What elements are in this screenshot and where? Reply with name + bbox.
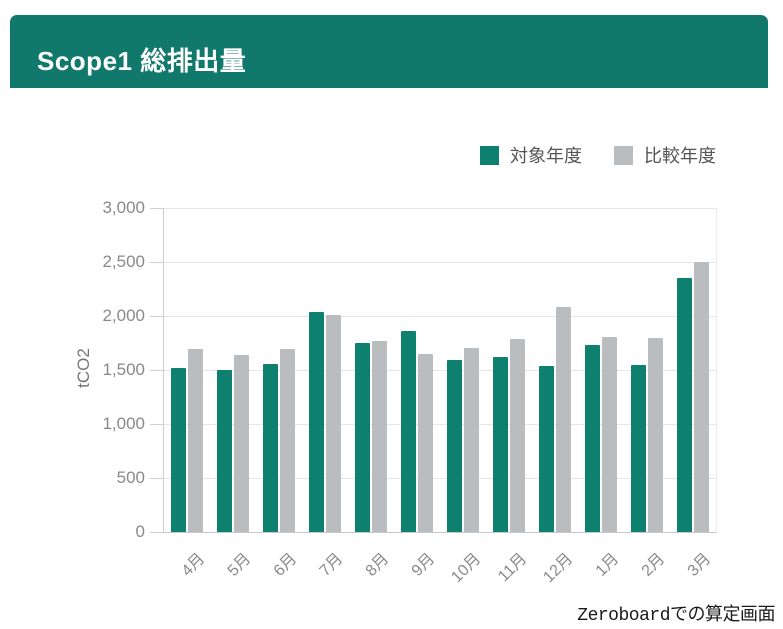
bar-対象年度-6月[interactable] xyxy=(263,363,278,532)
gridline-1500 xyxy=(164,370,716,371)
bar-比較年度-6月[interactable] xyxy=(280,349,295,532)
y-tick-1000 xyxy=(150,424,163,425)
section-header: Scope1 総排出量 xyxy=(10,15,768,88)
bar-比較年度-4月[interactable] xyxy=(188,349,203,532)
gridline-2500 xyxy=(164,262,716,263)
caption: Zeroboardでの算定画面 xyxy=(577,606,775,626)
chart-legend: 対象年度 比較年度 xyxy=(0,142,716,168)
bar-対象年度-10月[interactable] xyxy=(447,360,462,532)
y-tick-label-2000: 2,000 xyxy=(102,306,145,325)
bar-比較年度-8月[interactable] xyxy=(372,340,387,532)
bar-比較年度-9月[interactable] xyxy=(418,353,433,532)
y-tick-2500 xyxy=(150,262,163,263)
y-tick-label-0: 0 xyxy=(135,522,145,541)
bar-比較年度-5月[interactable] xyxy=(234,354,249,532)
y-tick-label-1000: 1,000 xyxy=(102,414,145,433)
gridline-1000 xyxy=(164,424,716,425)
bar-対象年度-9月[interactable] xyxy=(401,331,416,532)
bar-対象年度-1月[interactable] xyxy=(585,345,600,532)
y-tick-2000 xyxy=(150,316,163,317)
y-tick-label-2500: 2,500 xyxy=(102,252,145,271)
bar-比較年度-3月[interactable] xyxy=(694,262,709,532)
plot-area xyxy=(163,208,717,533)
gridline-2000 xyxy=(164,316,716,317)
y-tick-1500 xyxy=(150,370,163,371)
y-tick-label-500: 500 xyxy=(116,468,145,487)
bar-対象年度-2月[interactable] xyxy=(631,364,646,532)
bar-対象年度-4月[interactable] xyxy=(171,367,186,532)
legend-swatch-comparison-year xyxy=(614,145,633,165)
bar-比較年度-11月[interactable] xyxy=(510,338,525,532)
bar-比較年度-7月[interactable] xyxy=(326,314,341,532)
bar-対象年度-12月[interactable] xyxy=(539,365,554,532)
y-tick-500 xyxy=(150,478,163,479)
bar-比較年度-2月[interactable] xyxy=(648,337,663,532)
y-tick-label-3000: 3,000 xyxy=(102,198,145,217)
legend-item-comparison-year[interactable]: 比較年度 xyxy=(614,142,716,168)
y-tick-label-1500: 1,500 xyxy=(102,360,145,379)
bar-比較年度-10月[interactable] xyxy=(464,348,479,532)
page-title: Scope1 総排出量 xyxy=(37,46,247,76)
gridline-3000 xyxy=(164,208,716,209)
bar-比較年度-1月[interactable] xyxy=(602,336,617,532)
y-tick-3000 xyxy=(150,208,163,209)
gridline-500 xyxy=(164,478,716,479)
bar-比較年度-12月[interactable] xyxy=(556,307,571,532)
legend-item-target-year[interactable]: 対象年度 xyxy=(480,142,582,168)
legend-label-comparison-year: 比較年度 xyxy=(644,146,716,166)
y-tick-0 xyxy=(150,532,163,533)
bar-対象年度-11月[interactable] xyxy=(493,357,508,532)
bar-対象年度-8月[interactable] xyxy=(355,343,370,532)
legend-swatch-target-year xyxy=(480,145,499,165)
bar-対象年度-7月[interactable] xyxy=(309,311,324,532)
bar-対象年度-5月[interactable] xyxy=(217,370,232,532)
legend-label-target-year: 対象年度 xyxy=(510,146,582,166)
bar-対象年度-3月[interactable] xyxy=(677,278,692,532)
